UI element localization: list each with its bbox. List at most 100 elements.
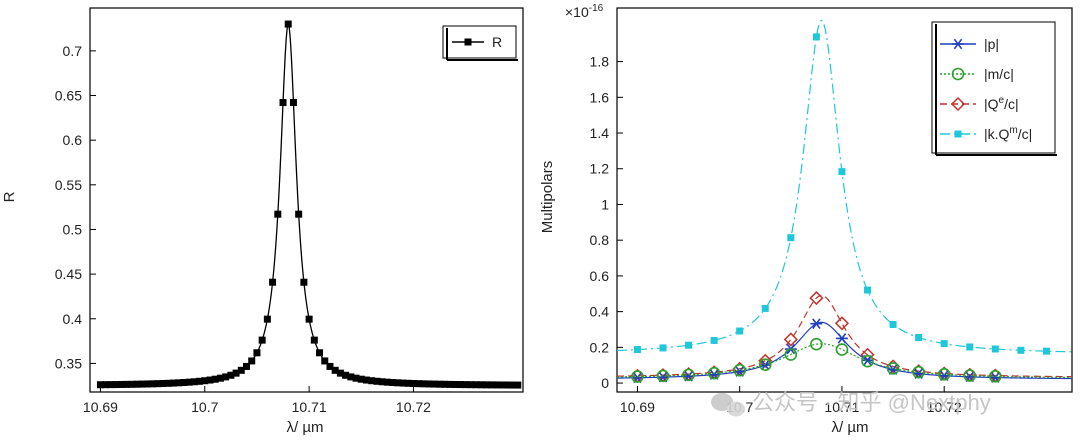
data-point-kqmc [633,346,641,354]
data-point-r [446,380,454,388]
data-point-r [347,373,355,381]
data-point-qec [834,316,850,331]
data-point-r [211,375,219,383]
series-layer [96,20,522,389]
legend-right: |p| |m/c| |Qe/c| |k.Qm/c| [931,21,1057,156]
y-tick-label: 1.6 [590,89,610,105]
y-ticks: 0.35 0.4 0.45 0.5 0.55 0.6 0.65 0.7 [55,43,96,371]
data-point-r [368,377,376,385]
data-point-mc [989,370,1002,383]
data-point-r [196,377,204,385]
data-point-r [185,378,193,386]
data-point-r [436,380,444,388]
data-point-r [201,377,209,385]
data-point-kqmc [991,345,999,353]
data-point-r [149,380,157,388]
reflectance-chart: 0.350.40.450.50.550.60.650.7 10.69 10.7 10… [1,7,524,436]
legend-label-mc: |m/c| [984,66,1014,82]
x-tick-label: 10.7 [191,399,218,415]
data-point-r [409,379,417,387]
data-point-p [835,333,848,344]
data-point-kqmc [761,304,769,312]
x-axis-label: λ/ µm [287,419,324,436]
data-point-r [248,357,256,365]
wechat-icon [711,393,745,417]
legend-marker-kqmc [954,130,962,138]
data-point-qec [809,291,824,306]
data-point-r [399,379,407,387]
data-point-r [128,380,136,388]
data-point-r [169,379,177,387]
data-point-r [159,379,167,387]
data-point-r [357,375,365,383]
data-point-r [258,336,266,344]
data-point-r [300,278,308,286]
data-point-r [107,381,115,389]
y-tick-label: 0.65 [55,88,82,104]
data-point-r [263,315,271,323]
data-point-r [342,371,350,379]
data-point-p [810,318,823,329]
data-point-qec [758,353,773,368]
data-point-kqmc [736,327,744,335]
data-point-r [373,377,381,385]
data-point-r [138,380,146,388]
data-point-r [462,381,470,389]
data-point-r [232,369,240,377]
data-point-r [477,381,485,389]
data-point-kqmc [812,33,820,41]
y-tick-label: 0.4 [63,311,83,327]
data-point-r [425,380,433,388]
data-point-r [295,210,303,218]
data-point-r [316,349,324,357]
legend-marker-qec [950,96,966,112]
data-point-r [362,376,370,384]
x-tick-label: 10.72 [927,399,962,415]
plot-frame [89,7,524,393]
data-point-r [102,381,110,389]
data-point-r [274,210,282,218]
data-point-r [216,374,224,382]
legend-items: |p| |m/c| |Qe/c| |k.Qm/c| [940,36,1032,142]
y-tick-label: 0.8 [590,232,610,248]
data-point-kqmc [1017,346,1025,354]
data-point-r [154,380,162,388]
data-point-mc [682,368,695,382]
data-point-r [321,357,329,365]
data-point-r [404,379,412,387]
data-point-mc [733,363,746,377]
data-point-r [420,380,428,388]
data-point-r [227,371,235,379]
data-point-mc [963,369,977,382]
data-point-mc [631,370,644,383]
y-tick-label: 0.55 [55,177,82,193]
y-tick-label: 0.5 [63,221,83,237]
data-point-r [498,381,506,389]
data-point-kqmc [685,341,693,349]
data-point-r [143,380,151,388]
data-point-r [451,380,459,388]
data-point-r [383,378,391,386]
data-point-qec [783,332,798,347]
data-point-mc [861,354,874,368]
data-point-r [206,376,214,384]
y-tick-label: 0.2 [590,339,610,355]
data-point-r [456,381,464,389]
data-point-r [336,369,344,377]
data-point-r [378,378,386,386]
data-point-kqmc [889,320,897,328]
data-point-r [430,380,438,388]
data-point-r [472,381,480,389]
data-point-r [133,380,141,388]
data-point-r [415,380,423,388]
data-point-r [190,378,198,386]
data-point-kqmc [787,234,795,242]
legend-marker-p [952,38,964,50]
data-point-r [123,380,131,388]
legend: R [442,25,518,61]
data-point-r [467,381,475,389]
data-point-r [237,366,245,374]
data-point-r [305,315,313,323]
data-point-mc [835,343,849,356]
data-point-r [441,380,449,388]
